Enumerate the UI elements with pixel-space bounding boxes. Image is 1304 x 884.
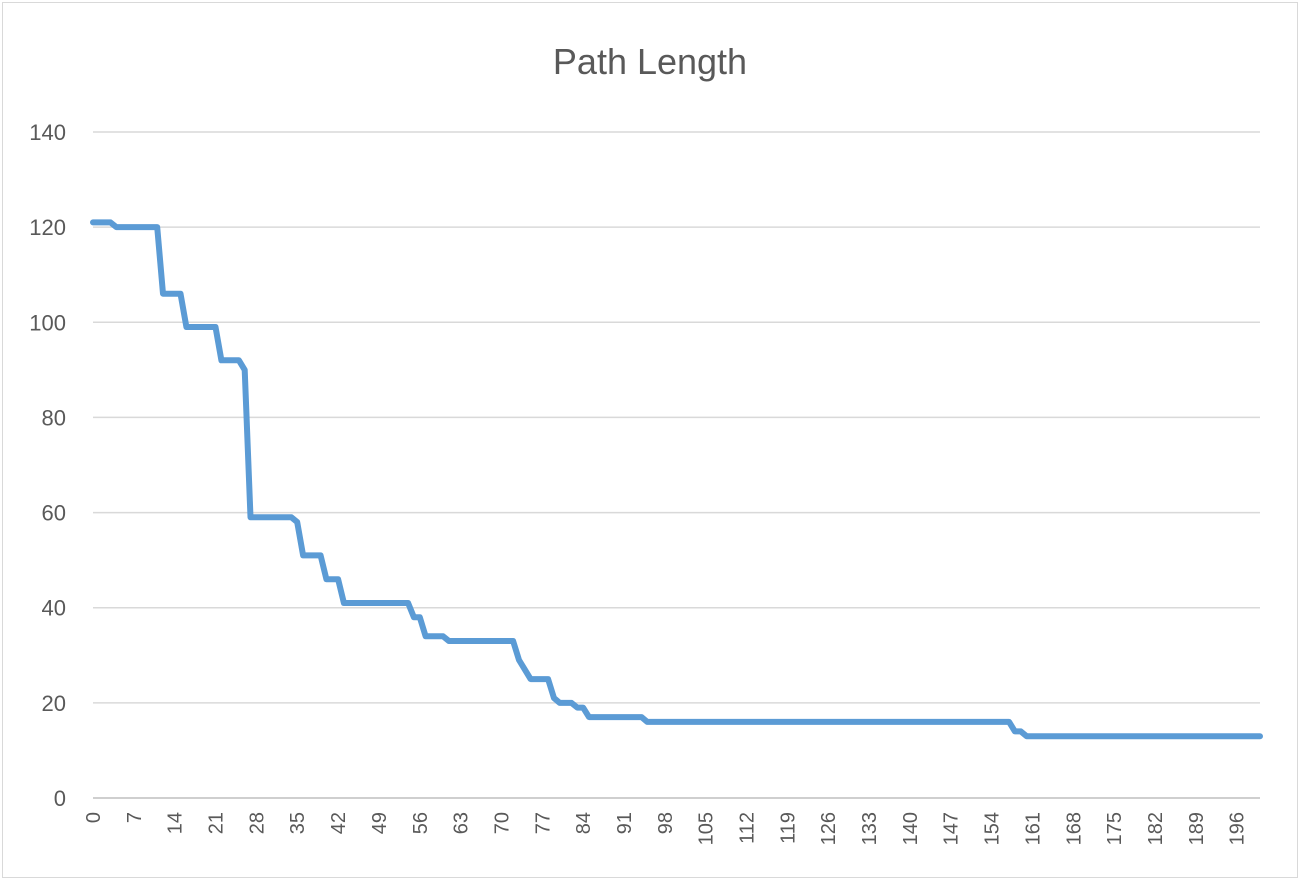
x-tick-label: 196 (1227, 812, 1249, 845)
y-tick-label: 100 (29, 310, 66, 335)
x-tick-label: 175 (1104, 812, 1126, 845)
x-tick-label: 0 (83, 812, 105, 823)
y-tick-label: 0 (54, 786, 66, 811)
x-axis-tick-labels: 0 7 14 21 28 35 42 49 56 63 70 77 84 91 98 105 112 119 126… (83, 812, 1249, 845)
x-tick-label: 77 (532, 812, 554, 834)
x-tick-label: 84 (573, 812, 595, 834)
x-tick-label: 70 (491, 812, 513, 834)
series-line (90, 219, 1263, 740)
y-tick-label: 140 (29, 120, 66, 145)
y-tick-label: 60 (42, 501, 66, 526)
x-tick-label: 63 (451, 812, 473, 834)
x-tick-label: 49 (369, 812, 391, 834)
x-tick-label: 126 (818, 812, 840, 845)
x-tick-label: 98 (655, 812, 677, 834)
y-tick-label: 40 (42, 596, 66, 621)
x-tick-label: 168 (1063, 812, 1085, 845)
x-tick-label: 161 (1022, 812, 1044, 845)
series-layer (90, 219, 1263, 740)
chart-title: Path Length (553, 41, 747, 82)
x-tick-label: 14 (165, 812, 187, 834)
x-tick-label: 140 (900, 812, 922, 845)
x-tick-label: 91 (614, 812, 636, 834)
x-tick-label: 182 (1145, 812, 1167, 845)
x-tick-label: 105 (696, 812, 718, 845)
y-tick-label: 80 (42, 405, 66, 430)
x-tick-label: 42 (328, 812, 350, 834)
y-tick-label: 120 (29, 215, 66, 240)
x-tick-label: 189 (1186, 812, 1208, 845)
x-tick-label: 7 (124, 812, 146, 823)
x-tick-label: 119 (777, 812, 799, 844)
y-tick-label: 20 (42, 691, 66, 716)
x-tick-label: 112 (737, 812, 759, 844)
x-tick-label: 147 (941, 812, 963, 845)
x-tick-label: 28 (246, 812, 268, 834)
x-tick-label: 154 (982, 812, 1004, 845)
x-tick-label: 56 (410, 812, 432, 834)
x-tick-label: 35 (287, 812, 309, 834)
gridlines (93, 131, 1260, 799)
x-tick-label: 21 (206, 812, 228, 834)
x-tick-label: 133 (859, 812, 881, 845)
y-axis-tick-labels: 0 20 40 60 80 100 120 140 (29, 120, 66, 811)
